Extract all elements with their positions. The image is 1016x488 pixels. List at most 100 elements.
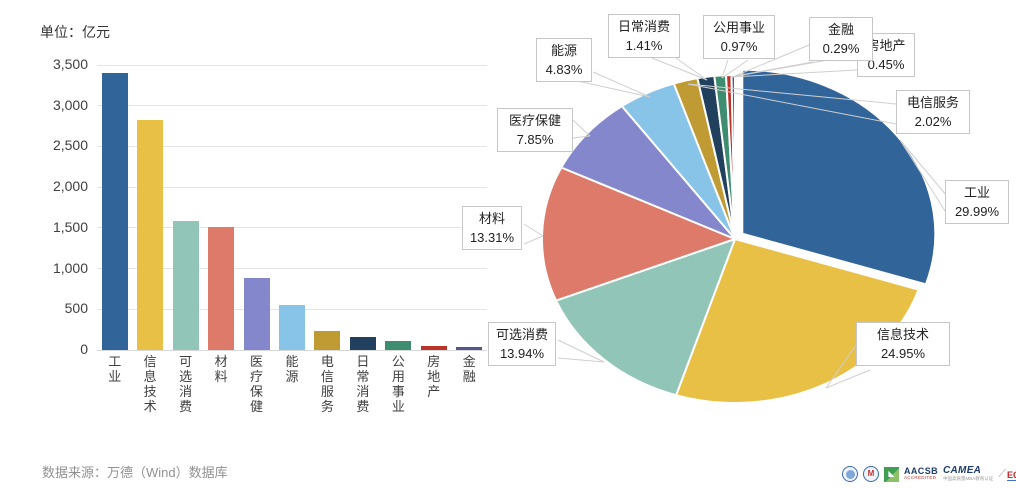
bars-row <box>97 65 487 350</box>
callout-leader-line <box>734 61 814 77</box>
x-axis-category: 能源 <box>274 354 309 414</box>
gridline <box>97 145 487 147</box>
pie-callout-percent: 0.29% <box>822 41 860 56</box>
x-axis-category-label: 日常消费 <box>356 354 370 414</box>
bar-column <box>310 65 345 350</box>
callout-leader-line <box>572 135 591 139</box>
bar <box>456 347 483 350</box>
x-axis-category-label: 可选消费 <box>179 354 193 414</box>
aacsb-label: AACSB <box>904 466 939 477</box>
pie-callout-category: 金融 <box>827 22 854 37</box>
callout-leader-line <box>730 69 858 78</box>
pie-callout-percent: 13.31% <box>469 230 515 245</box>
callout-leader-line <box>523 223 544 237</box>
bar <box>278 305 305 350</box>
seal-globe-glyph <box>845 469 855 479</box>
pie-callout-percent: 7.85% <box>516 132 554 147</box>
bar-chart: 0 500 1,000 1,500 2,000 2,500 3,000 3,500 工业 信息技… <box>42 56 487 428</box>
x-axis-category-label: 信息技术 <box>143 354 157 414</box>
pie-callout-category: 医疗保健 <box>508 113 561 128</box>
efmd-slash-icon: ⟋ <box>998 467 1006 480</box>
x-axis-category-label: 工业 <box>108 354 122 384</box>
x-axis-category-label: 房地产 <box>427 354 441 399</box>
y-axis-tick-label: 0 <box>80 341 88 357</box>
bar <box>137 119 164 350</box>
y-axis-tick-label: 500 <box>64 300 88 317</box>
aacsb-accredited-label: ACCREDITED <box>904 475 937 481</box>
callout-leader-line <box>899 139 948 197</box>
x-axis-category: 金融 <box>452 354 487 414</box>
pie-callout-category: 公用事业 <box>712 20 765 35</box>
bar-column <box>168 65 203 350</box>
bar-chart-unit-label: 单位：亿元 <box>40 24 110 40</box>
x-axis-category-label: 医疗保健 <box>250 354 264 414</box>
pie-callout-label: 信息技术 24.95% <box>856 322 950 366</box>
bar-y-axis: 0 500 1,000 1,500 2,000 2,500 3,000 3,500 <box>42 56 88 357</box>
bar-column <box>381 65 416 350</box>
camea-label: CAMEA <box>943 465 982 477</box>
pie-callout-label: 能源 4.83% <box>536 38 592 82</box>
gridline <box>97 64 487 66</box>
x-axis-category: 公用事业 <box>381 354 416 414</box>
pie-callout-percent: 4.83% <box>545 62 583 77</box>
bar-column <box>97 65 132 350</box>
callout-leader-line <box>687 83 897 105</box>
pie-callout-label: 日常消费 1.41% <box>608 14 680 58</box>
mba-seal-icon: M <box>863 466 879 482</box>
gridline <box>97 268 487 270</box>
pie-callout-percent: 2.02% <box>914 114 952 129</box>
bar-column <box>239 65 274 350</box>
gridline <box>97 349 487 351</box>
pie-callout-category: 电信服务 <box>906 95 959 110</box>
pie-callout-percent: 29.99% <box>954 204 1000 219</box>
callout-leader-line <box>825 344 857 389</box>
pie-chart: 工业 29.99% 信息技术 24.95% 可选消费 13.94% 材料 13.31% 医疗保健… <box>460 0 1016 440</box>
pie-callout-category: 信息技术 <box>876 327 929 342</box>
equis-label: EQUIS <box>1006 471 1016 482</box>
pie-slice <box>555 238 736 397</box>
pie-callout-category: 可选消费 <box>495 327 548 342</box>
callout-leader-line <box>651 57 708 81</box>
pie-slice <box>730 73 736 240</box>
x-axis-category: 信息技术 <box>132 354 167 414</box>
bar-column <box>203 65 238 350</box>
accreditation-logos: M ◣ AACSB ACCREDITED CAMEA 中国高质量MBA教育认证 … <box>842 462 1016 486</box>
callout-leader-line <box>734 44 810 77</box>
aacsb-icon: ◣ <box>884 466 899 482</box>
x-axis-category-label: 公用事业 <box>391 354 405 414</box>
camea-wordmark: CAMEA 中国高质量MBA教育认证 <box>943 466 993 482</box>
seal-m-glyph: M <box>867 469 875 478</box>
bar <box>101 73 128 350</box>
x-axis-category: 工业 <box>97 354 132 414</box>
y-axis-tick-label: 3,500 <box>52 56 88 72</box>
x-axis-category: 医疗保健 <box>239 354 274 414</box>
bar <box>172 221 199 350</box>
callout-leader-line <box>557 339 605 363</box>
pie-callout-label: 公用事业 0.97% <box>703 15 775 59</box>
callout-leader-line <box>572 119 591 137</box>
gridline <box>97 227 487 229</box>
pie-callout-percent: 0.45% <box>867 57 905 72</box>
x-axis-category: 房地产 <box>416 354 451 414</box>
callout-leader-line <box>687 83 897 125</box>
pie-callout-label: 金融 0.29% <box>809 17 873 61</box>
x-axis-category-label: 金融 <box>462 354 476 384</box>
y-axis-tick-label: 1,000 <box>52 259 88 276</box>
pie-callout-label: 医疗保健 7.85% <box>497 108 573 152</box>
y-axis-tick-label: 3,000 <box>52 96 88 113</box>
bar-column <box>132 65 167 350</box>
pie-callout-percent: 13.94% <box>499 346 545 361</box>
pie-callout-category: 能源 <box>550 43 577 58</box>
bar <box>314 331 341 350</box>
x-axis-category: 日常消费 <box>345 354 380 414</box>
university-seal-icon <box>842 466 858 482</box>
pie-callout-label: 可选消费 13.94% <box>488 322 556 366</box>
equis-wordmark: EFMD EQUIS <box>1006 467 1016 482</box>
pie-callout-category: 材料 <box>478 211 505 226</box>
data-source-note: 数据来源：万德（Wind）数据库 <box>42 465 228 480</box>
bar-x-axis: 工业 信息技术 可选消费 材料 医疗保健 能源 电信服务 日常消费 公用事业 房地产 金融 <box>97 354 487 414</box>
pie-callout-category: 日常消费 <box>617 19 670 34</box>
x-axis-category: 电信服务 <box>310 354 345 414</box>
bar-column <box>416 65 451 350</box>
